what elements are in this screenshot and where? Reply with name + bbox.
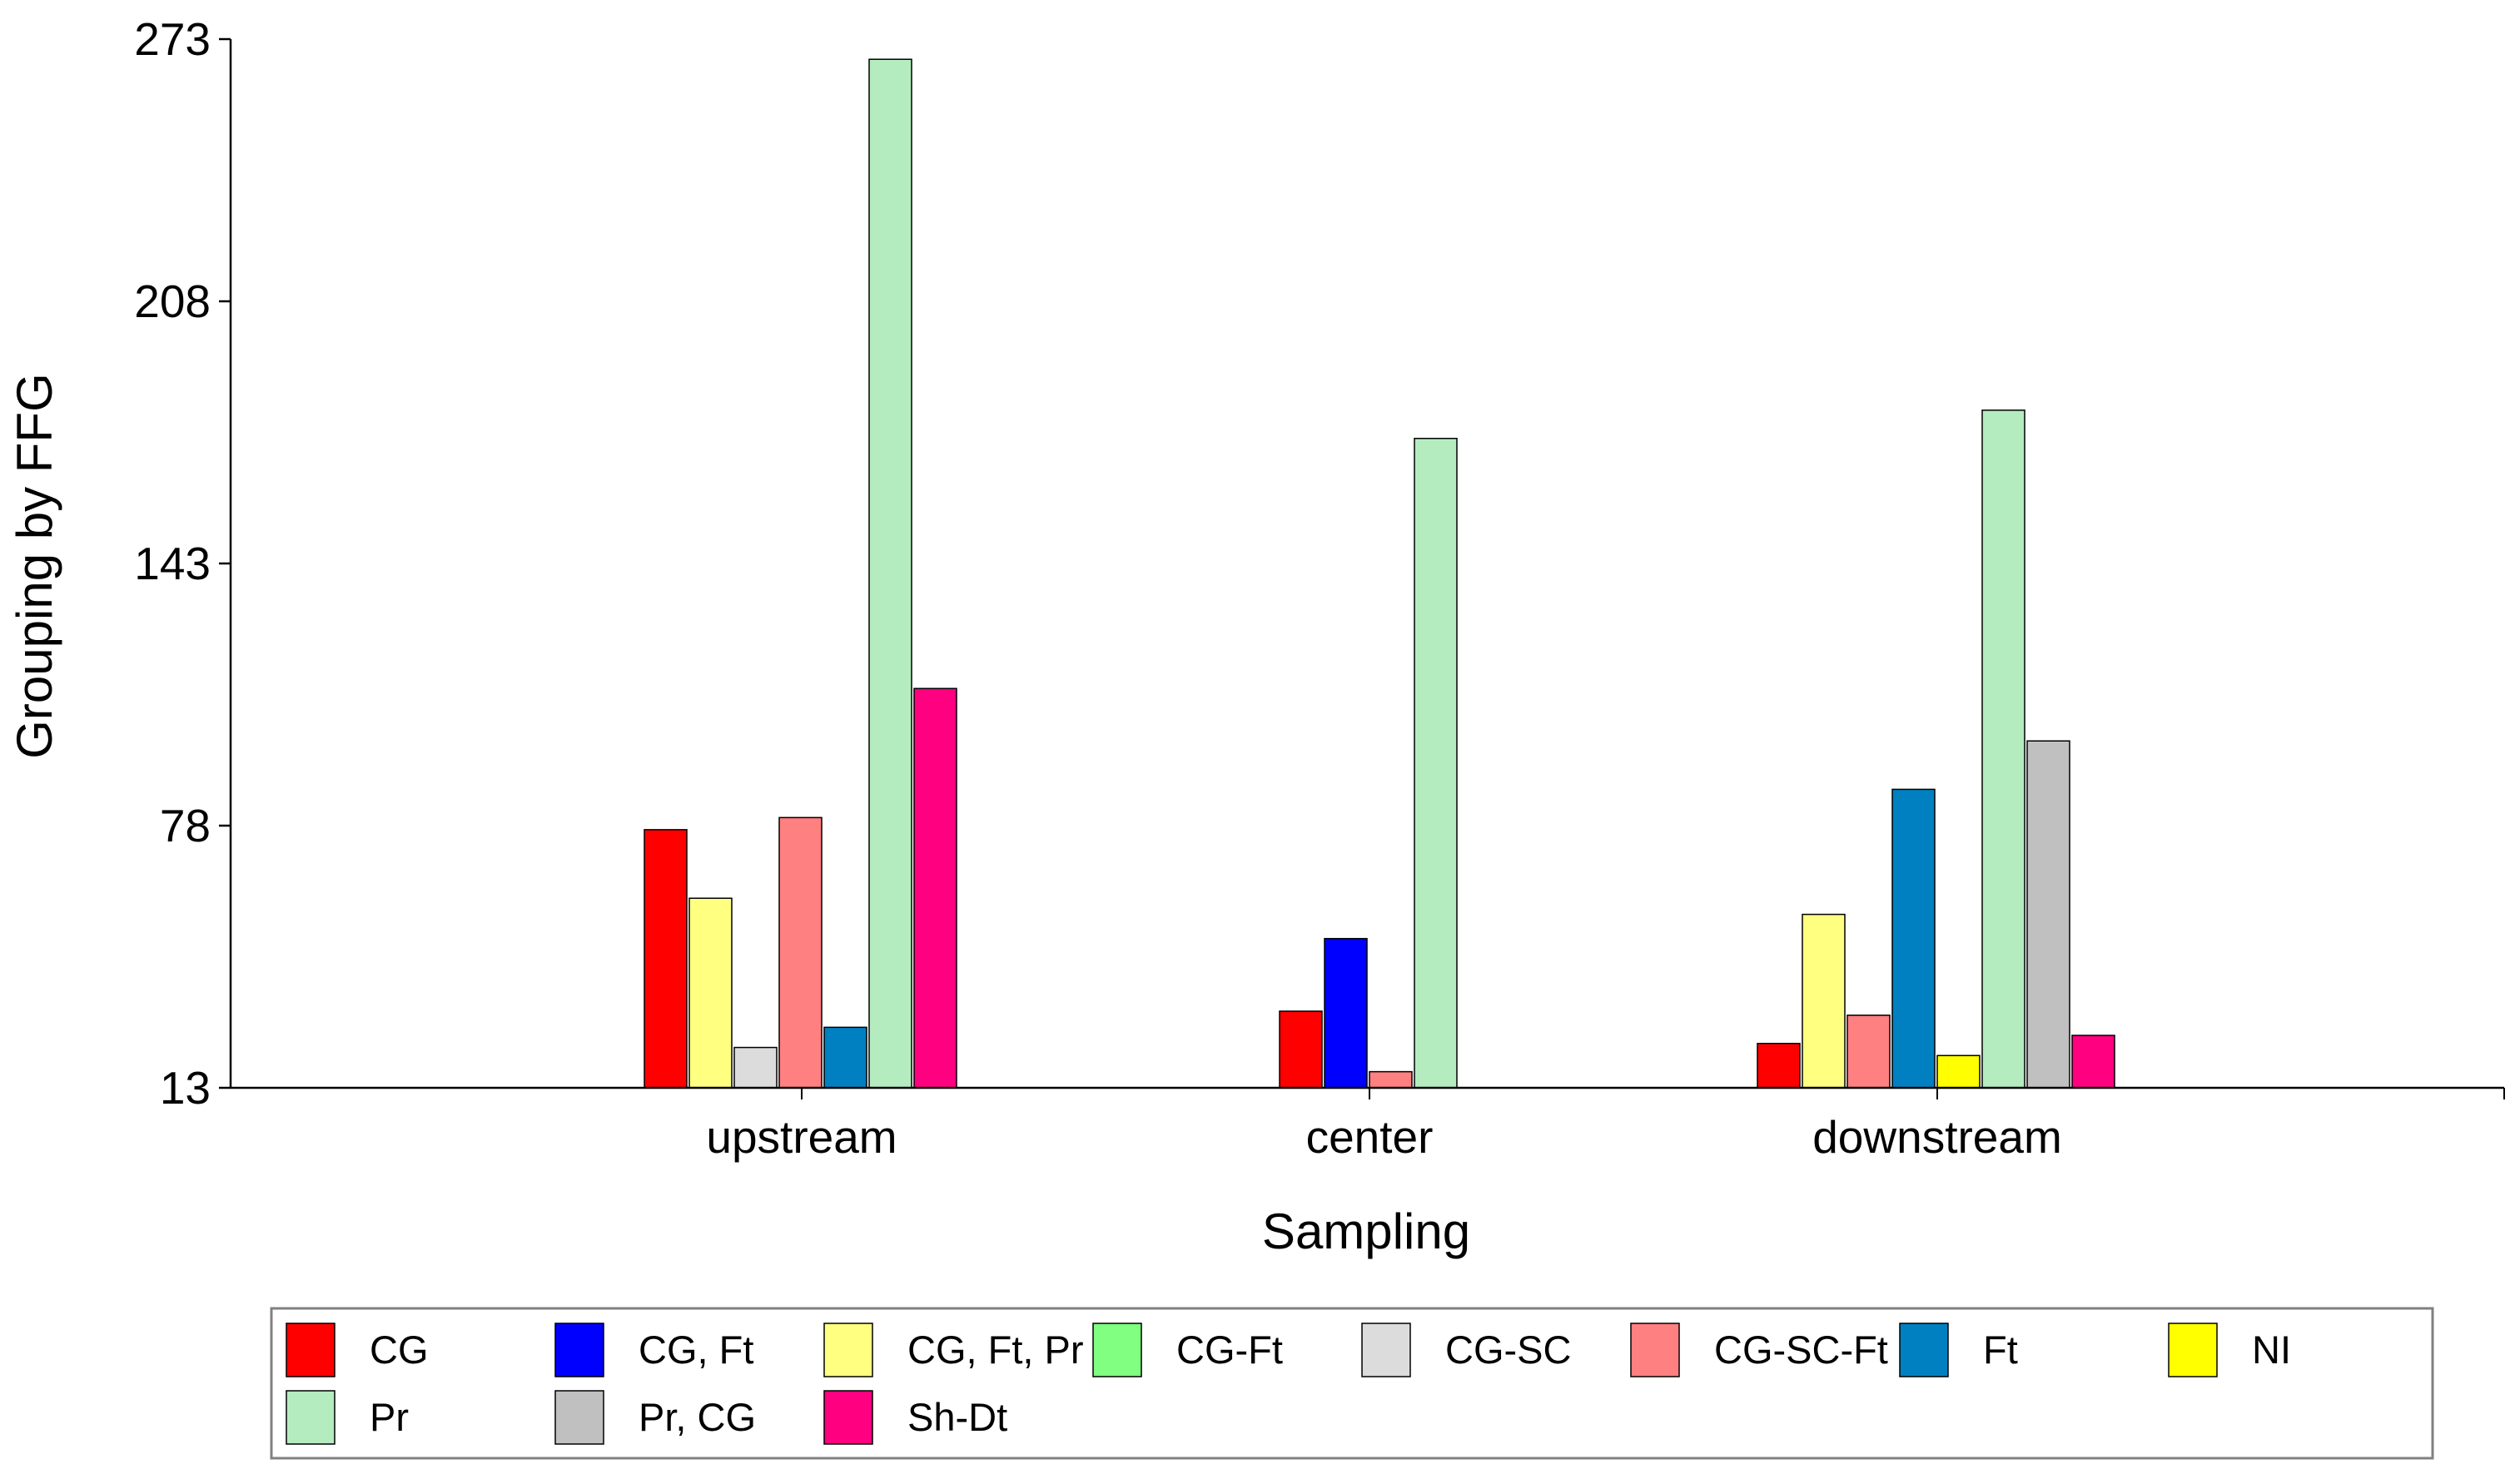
legend-swatch-sh-dt bbox=[823, 1390, 873, 1445]
legend-items: CG CG, Ft CG, Ft, Pr CG-Ft CG-SC CG-SC-Ft Ft NI… bbox=[286, 1323, 2291, 1445]
legend-swatch-cg-sc-ft bbox=[1630, 1323, 1680, 1377]
legend-frame bbox=[270, 1307, 2434, 1460]
legend-label-sh-dt: Sh-Dt bbox=[907, 1395, 1007, 1439]
y-tick-label: 13 bbox=[160, 1062, 211, 1114]
bar-sh-dt-downstream bbox=[2071, 1035, 2115, 1089]
bar-cg-center bbox=[1279, 1010, 1323, 1089]
y-tick-label: 143 bbox=[134, 538, 211, 589]
bar-ft-downstream bbox=[1891, 788, 1936, 1089]
legend-label-cg-ft-pr: CG, Ft, Pr bbox=[907, 1328, 1084, 1372]
bar-pr-upstream bbox=[868, 58, 912, 1089]
legend-swatch-pr bbox=[286, 1390, 336, 1445]
bar-pr-cg-downstream bbox=[2026, 740, 2070, 1089]
legend-swatch-cg-ft bbox=[554, 1323, 604, 1377]
x-axis-title: Sampling bbox=[1262, 1204, 1470, 1259]
bar-pr-downstream bbox=[1981, 409, 2025, 1089]
x-tick-label: center bbox=[1306, 1111, 1434, 1163]
x-tick-label: downstream bbox=[1812, 1111, 2062, 1163]
legend-label-cg-sc: CG-SC bbox=[1445, 1328, 1571, 1372]
legend-label-cg: CG bbox=[370, 1328, 429, 1372]
bar-cg-sc-ft-center bbox=[1369, 1070, 1413, 1089]
legend-label-cg-ft: CG-Ft bbox=[1176, 1328, 1283, 1372]
bar-cg-sc-ft-downstream bbox=[1847, 1015, 1891, 1089]
legend: CG CG, Ft CG, Ft, Pr CG-Ft CG-SC CG-SC-Ft Ft NI… bbox=[270, 1307, 2434, 1460]
bar-pr-center bbox=[1414, 438, 1458, 1089]
plot-area: upstream center downstream 13 78 143 208 273 bbox=[134, 13, 2505, 1163]
legend-swatch-pr-cg bbox=[554, 1390, 604, 1445]
legend-label-pr-cg: Pr, CG bbox=[639, 1395, 756, 1439]
legend-label-ft: Ft bbox=[1983, 1328, 2018, 1372]
legend-swatch-cg-sc bbox=[1361, 1323, 1411, 1377]
legend-label-pr: Pr bbox=[370, 1395, 409, 1439]
y-tick-label: 78 bbox=[160, 800, 211, 851]
bar-cg-upstream bbox=[644, 829, 688, 1089]
bar-cg-sc-ft-upstream bbox=[778, 816, 823, 1089]
y-axis-title: Grouping by FFG bbox=[7, 373, 62, 759]
bar-cg-ft-pr-upstream bbox=[688, 897, 733, 1089]
bar-sh-dt-upstream bbox=[913, 687, 957, 1089]
legend-label-cg-sc-ft: CG-SC-Ft bbox=[1714, 1328, 1888, 1372]
legend-swatch-cg bbox=[286, 1323, 336, 1377]
bar-cg-sc-upstream bbox=[733, 1046, 778, 1089]
bar-cg-ft-pr-downstream bbox=[1802, 913, 1846, 1089]
legend-swatch-ft bbox=[1899, 1323, 1949, 1377]
x-tick-label: upstream bbox=[706, 1111, 897, 1163]
legend-swatch-ni bbox=[2168, 1323, 2218, 1377]
bar-ni-downstream bbox=[1936, 1055, 1981, 1089]
legend-label-cg-ft: CG, Ft bbox=[639, 1328, 753, 1372]
bar-ft-upstream bbox=[823, 1026, 867, 1089]
legend-label-ni: NI bbox=[2252, 1328, 2291, 1372]
y-tick-label: 273 bbox=[134, 13, 211, 65]
bar-cg-downstream bbox=[1757, 1042, 1801, 1089]
legend-swatch-cg-ft-pr bbox=[823, 1323, 873, 1377]
bar-cg-ft-center bbox=[1324, 937, 1368, 1089]
legend-swatch-cg-ft bbox=[1092, 1323, 1142, 1377]
y-tick-label: 208 bbox=[134, 275, 211, 327]
